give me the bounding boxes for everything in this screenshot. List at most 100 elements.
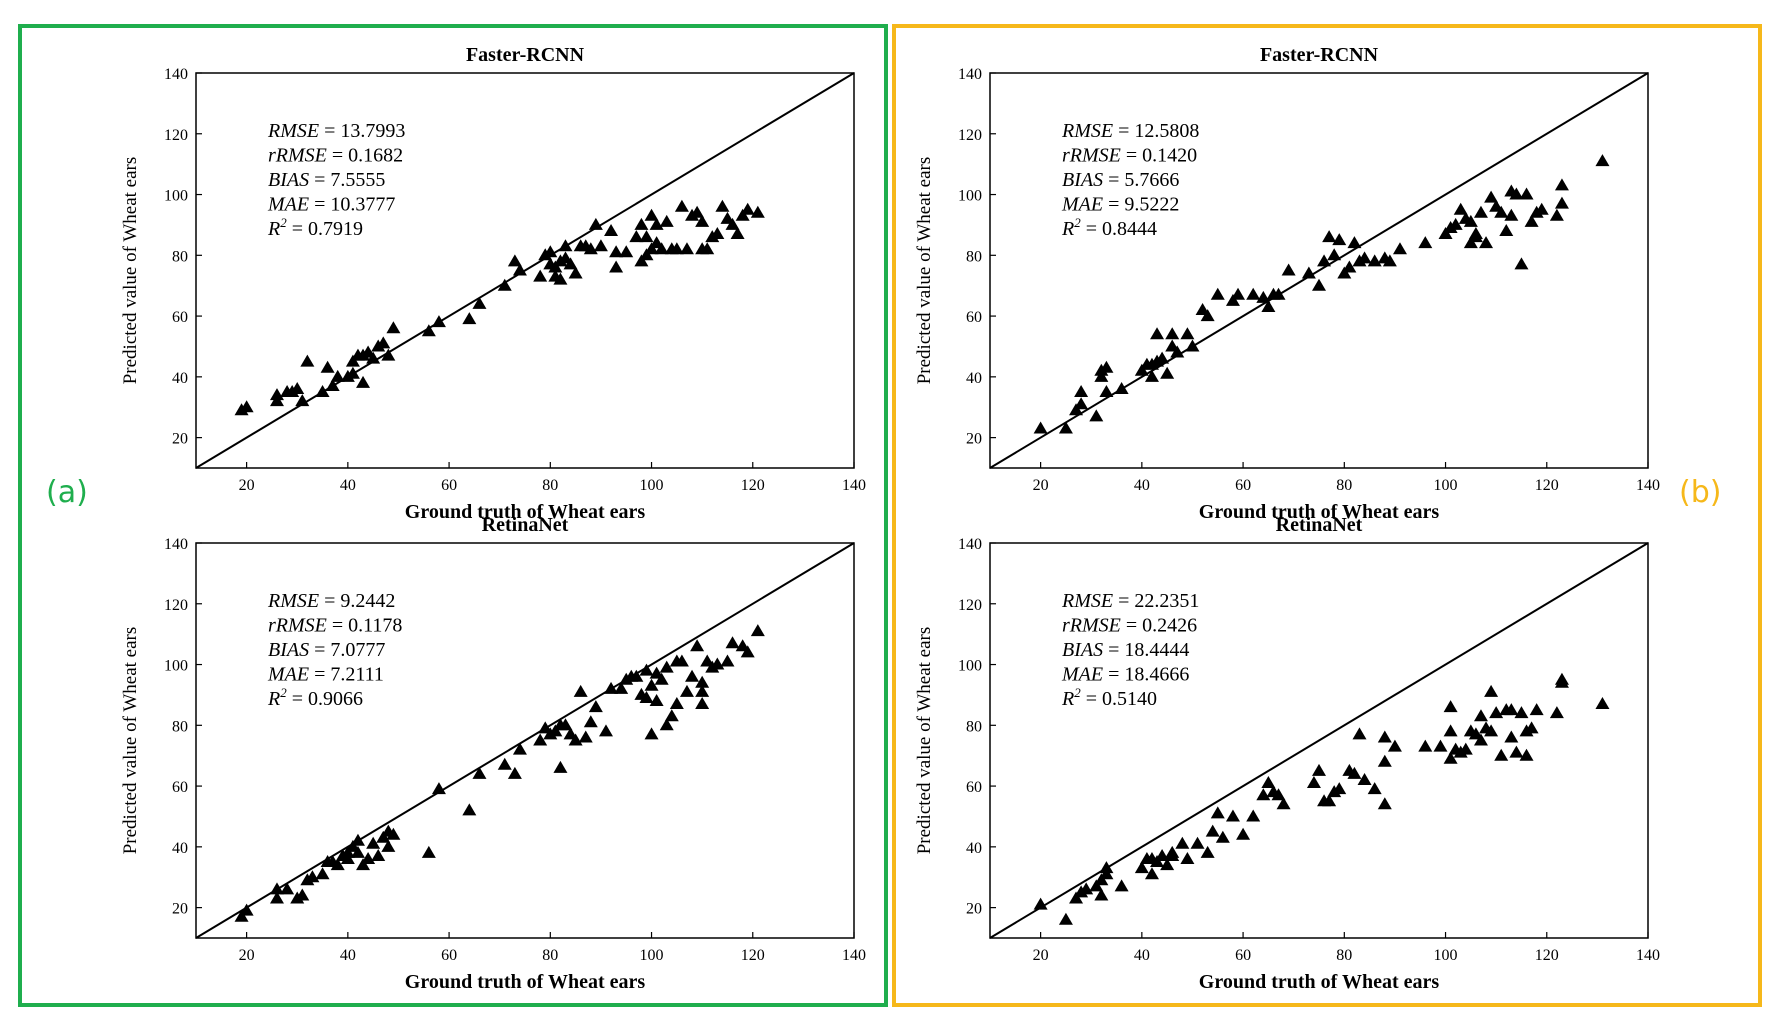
panel-b-frame <box>892 24 1762 1007</box>
data-point <box>695 214 710 227</box>
data-point <box>1519 187 1534 200</box>
data-point <box>1134 861 1149 874</box>
data-point <box>1342 260 1357 273</box>
data-point <box>1387 739 1402 752</box>
x-tick-label: 20 <box>1033 477 1049 494</box>
data-point <box>1595 697 1610 710</box>
data-point <box>472 296 487 309</box>
data-point <box>1347 766 1362 779</box>
data-point <box>507 254 522 267</box>
y-tick-label: 40 <box>172 840 188 857</box>
stat-r2: R2 = 0.7919 <box>267 215 363 240</box>
data-point <box>421 845 436 858</box>
data-point <box>725 217 740 230</box>
data-point <box>269 891 284 904</box>
data-point <box>1504 730 1519 743</box>
data-point <box>1200 309 1215 322</box>
data-point <box>1094 873 1109 886</box>
data-point <box>674 654 689 667</box>
data-points <box>1033 154 1610 434</box>
data-point <box>659 718 674 731</box>
data-point <box>290 382 305 394</box>
data-point <box>325 378 340 391</box>
data-point <box>1377 730 1392 743</box>
data-point <box>421 324 436 337</box>
chart-title: Faster-RCNN <box>1260 44 1379 66</box>
data-point <box>462 312 477 325</box>
data-point <box>1337 266 1352 279</box>
data-point <box>1448 217 1463 230</box>
y-tick-label: 100 <box>958 658 982 675</box>
data-point <box>1144 867 1159 880</box>
data-point <box>366 351 381 364</box>
x-tick-label: 60 <box>1235 947 1251 964</box>
data-point <box>1134 363 1149 376</box>
x-tick-label: 20 <box>1033 947 1049 964</box>
data-point <box>1155 848 1170 861</box>
data-point <box>634 217 649 230</box>
data-point <box>1554 178 1569 191</box>
data-point <box>1170 345 1185 358</box>
data-point <box>1033 421 1048 434</box>
y-tick-label: 100 <box>958 188 982 205</box>
data-point <box>710 657 725 670</box>
data-point <box>1484 190 1499 203</box>
data-point <box>533 733 548 746</box>
data-point <box>543 245 558 258</box>
data-point <box>1494 205 1509 218</box>
x-tick-label: 80 <box>1336 477 1352 494</box>
y-tick-label: 20 <box>966 431 982 448</box>
stat-bias: BIAS = 7.0777 <box>268 639 385 661</box>
y-tick-label: 80 <box>966 718 982 735</box>
data-point <box>568 733 583 746</box>
data-point <box>730 227 745 240</box>
data-point <box>1225 293 1240 306</box>
data-point <box>1473 205 1488 218</box>
data-point <box>1519 748 1534 761</box>
stat-r2: R2 = 0.8444 <box>1061 215 1157 240</box>
y-tick-label: 120 <box>958 127 982 144</box>
data-point <box>1205 824 1220 837</box>
data-point <box>1033 897 1048 910</box>
data-point <box>1377 797 1392 810</box>
data-point <box>1215 830 1230 843</box>
data-point <box>295 888 310 901</box>
x-axis-label: Ground truth of Wheat ears <box>405 971 646 993</box>
data-point <box>1418 236 1433 249</box>
data-point <box>644 208 659 221</box>
data-point <box>1089 879 1104 892</box>
data-point <box>1443 700 1458 713</box>
data-point <box>664 709 679 722</box>
data-point <box>1392 242 1407 255</box>
data-point <box>1099 385 1114 398</box>
data-point <box>1317 254 1332 267</box>
data-point <box>740 202 755 215</box>
data-point <box>604 681 619 694</box>
data-point <box>710 227 725 240</box>
data-point <box>1165 327 1180 340</box>
data-point <box>614 681 629 694</box>
chart-3: RetinaNet 20 40 60 80 100 120 140 20 40 60 80 100 120… <box>120 514 866 993</box>
data-point <box>1150 855 1165 868</box>
data-point <box>431 782 446 795</box>
data-point <box>1529 703 1544 716</box>
data-point <box>598 724 613 737</box>
data-point <box>553 760 568 773</box>
data-point <box>1504 208 1519 221</box>
data-point <box>1484 684 1499 697</box>
data-point <box>1236 827 1251 840</box>
data-point <box>1554 675 1569 688</box>
data-point <box>1058 912 1073 925</box>
data-point <box>376 830 391 843</box>
x-tick-label: 100 <box>640 947 664 964</box>
data-point <box>1489 706 1504 719</box>
data-point <box>1463 214 1478 227</box>
data-point <box>1494 748 1509 761</box>
data-point <box>1150 327 1165 340</box>
data-point <box>239 400 254 413</box>
data-point <box>750 624 765 637</box>
data-point <box>1099 867 1114 880</box>
data-points <box>1033 672 1610 925</box>
data-point <box>1231 287 1246 300</box>
stat-r2: R2 = 0.5140 <box>1061 685 1157 710</box>
